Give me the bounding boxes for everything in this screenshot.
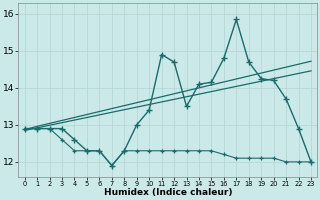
X-axis label: Humidex (Indice chaleur): Humidex (Indice chaleur) — [104, 188, 232, 197]
